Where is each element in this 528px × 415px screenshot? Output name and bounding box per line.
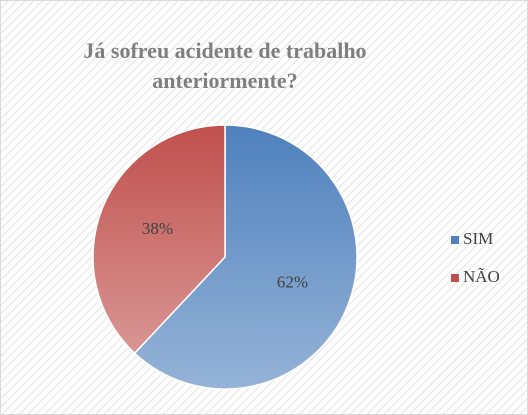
chart-title: Já sofreu acidente de trabalho anteriorm… (83, 38, 367, 93)
legend-label: SIM (463, 229, 493, 248)
slice-shade (93, 125, 225, 354)
data-label: 62% (277, 273, 308, 292)
data-label: 38% (142, 219, 173, 238)
legend-marker (451, 274, 459, 282)
slice-shade (134, 125, 358, 389)
legend-label: NÃO (463, 267, 500, 286)
legend-marker (451, 236, 459, 244)
